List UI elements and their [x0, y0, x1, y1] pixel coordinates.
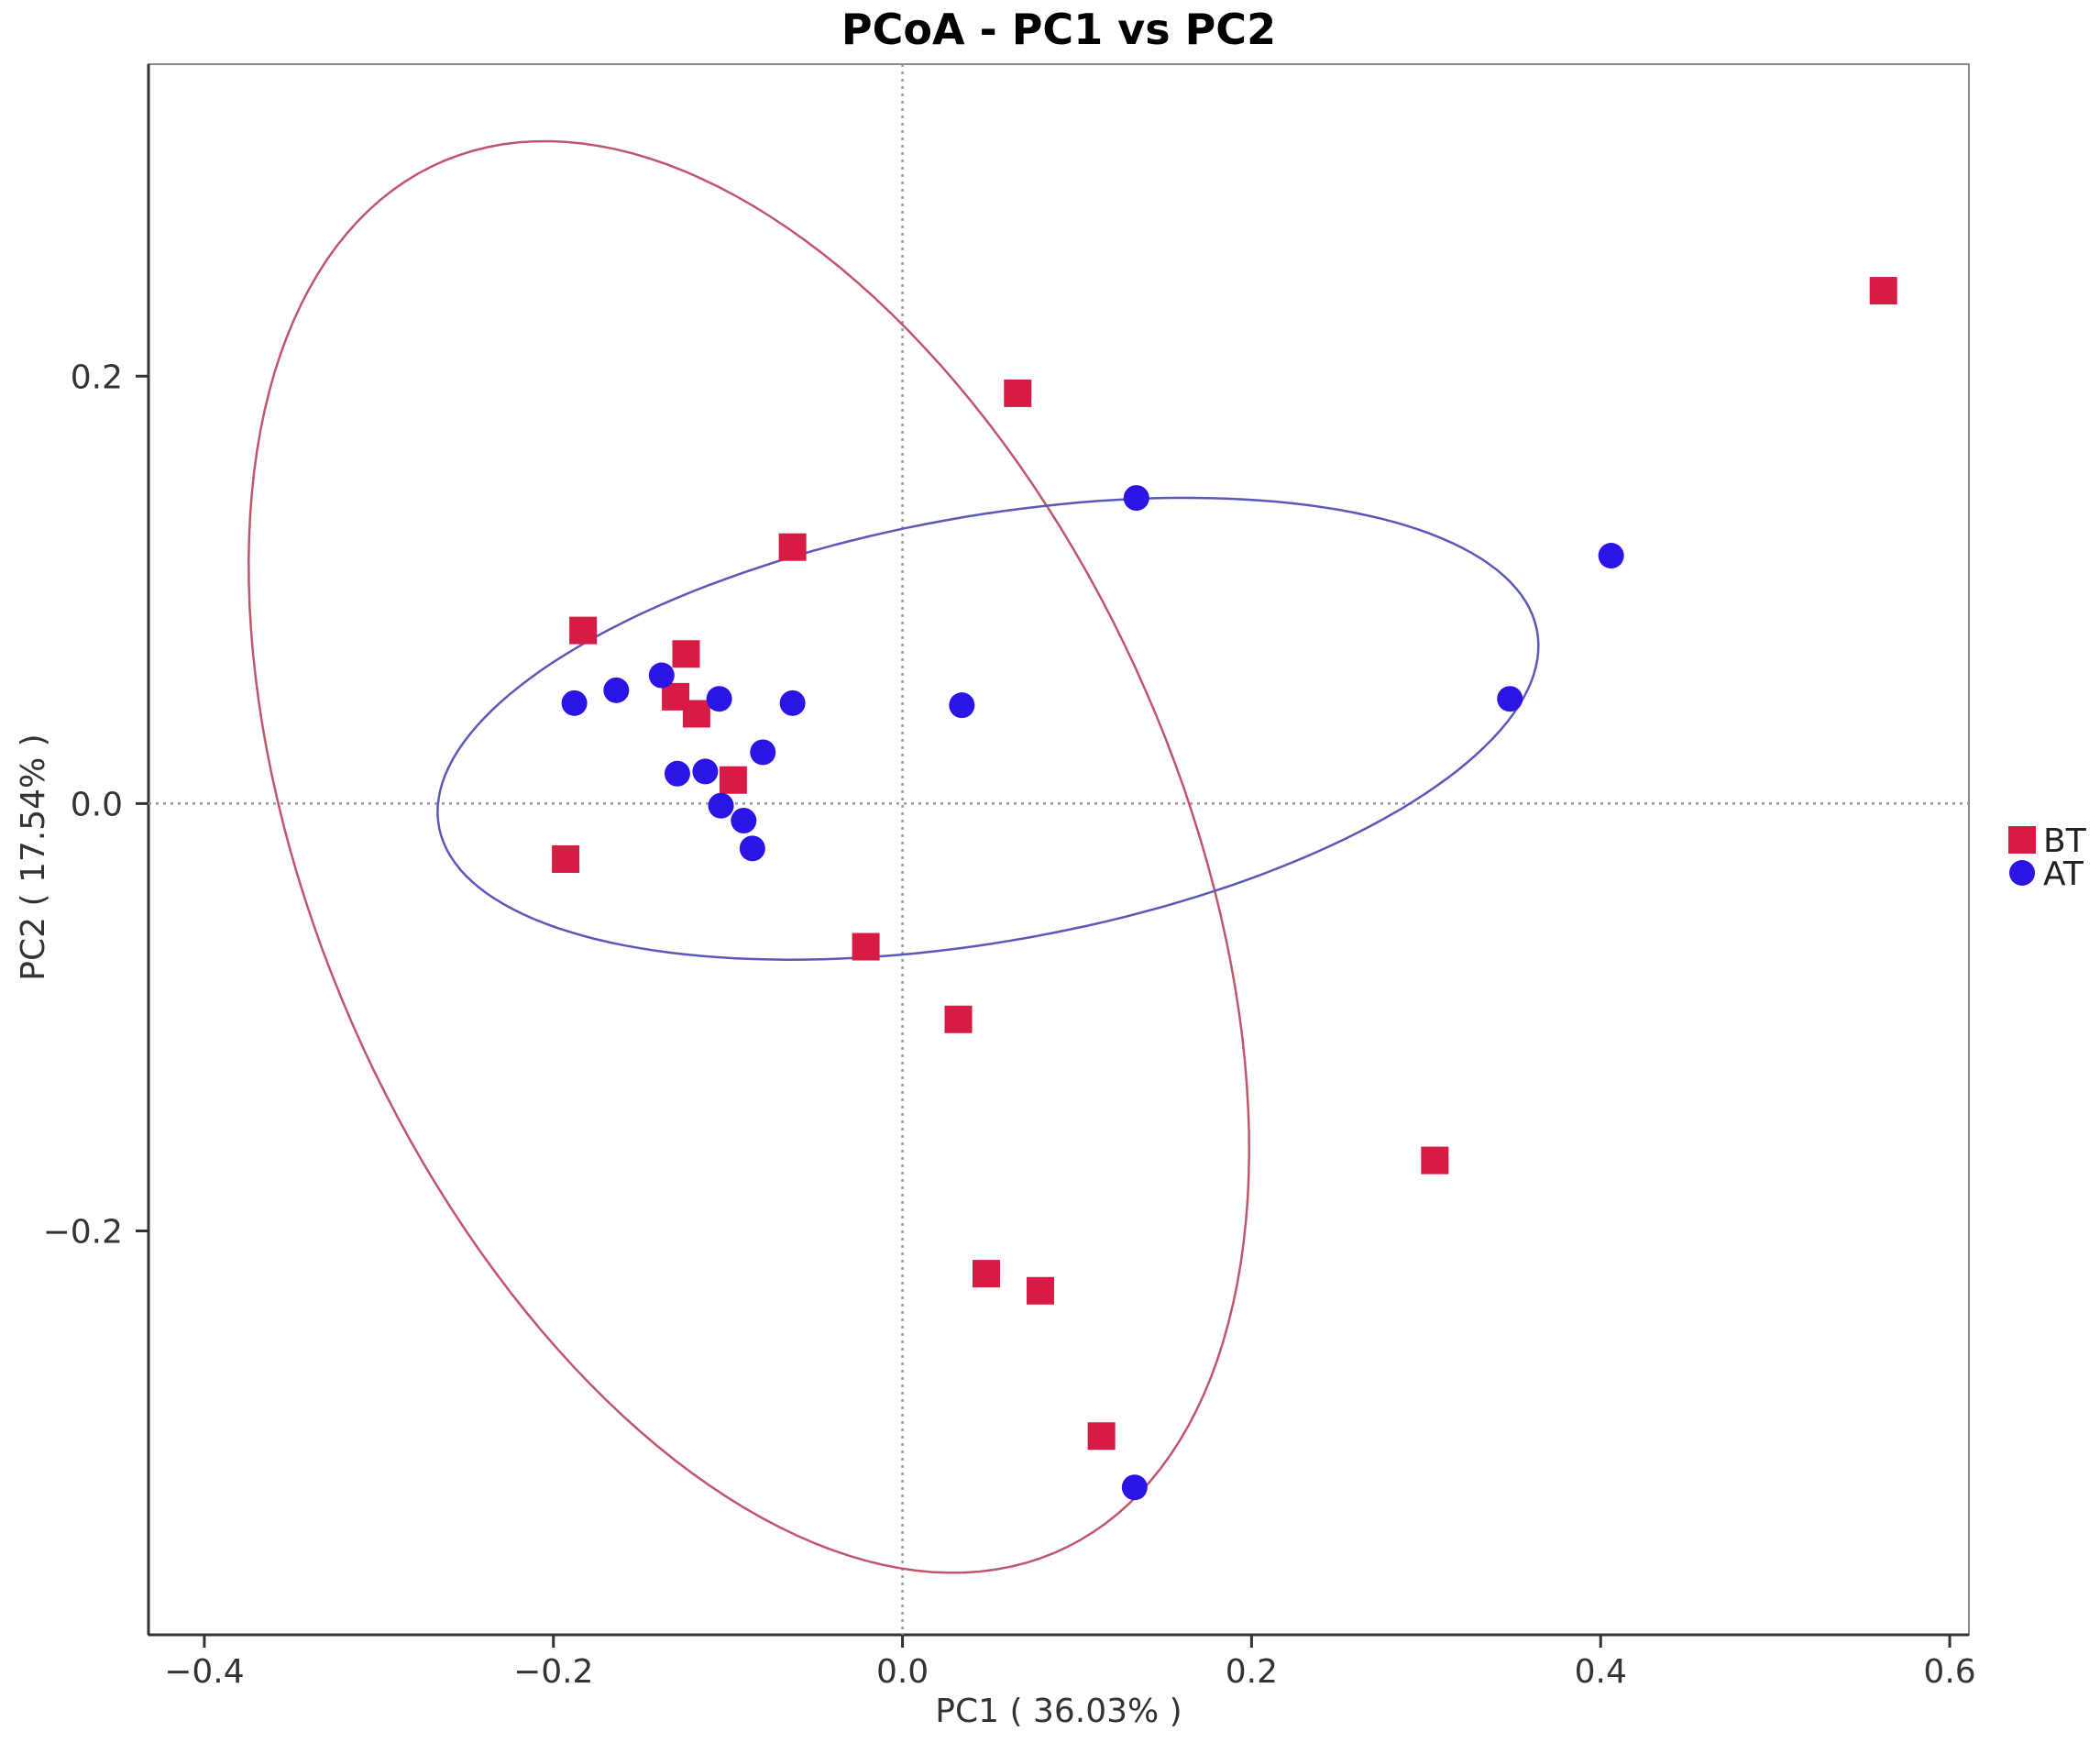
data-point-bt [852, 932, 880, 961]
plot-frame [148, 63, 1970, 1636]
legend-marker-at [2009, 860, 2035, 886]
x-tick-label: −0.2 [513, 1653, 593, 1691]
y-tick-label: 0.2 [71, 359, 123, 396]
data-point-at [708, 792, 734, 819]
data-point-at [779, 689, 806, 716]
data-point-at [1123, 485, 1149, 512]
x-tick-label: 0.2 [1226, 1653, 1278, 1691]
plot-area: −0.4 −0.2 0.0 0.2 0.4 0.6 0.2 0.0 −0.2 [43, 63, 1976, 1691]
data-point-bt [1087, 1422, 1116, 1451]
x-tick-label: 0.4 [1575, 1653, 1627, 1691]
data-point-bt [1027, 1276, 1055, 1305]
data-point-at [1598, 543, 1624, 569]
data-point-at [1497, 686, 1523, 712]
y-tick-label: 0.0 [71, 786, 123, 823]
data-point-bt [1869, 277, 1897, 305]
legend-label-bt: BT [2043, 822, 2087, 860]
x-tick-label: 0.0 [876, 1653, 929, 1691]
y-axis-label: PC2 ( 17.54% ) [15, 734, 52, 980]
y-tick-label: −0.2 [43, 1214, 123, 1252]
data-point-at [739, 835, 765, 862]
confidence-ellipse-bt [247, 139, 1250, 1574]
data-point-at [561, 689, 588, 716]
data-point-bt [682, 700, 710, 728]
data-point-at [603, 677, 630, 703]
data-point-at [692, 758, 719, 785]
data-point-bt [1004, 379, 1032, 407]
x-tick-label: 0.6 [1923, 1653, 1975, 1691]
data-point-bt [569, 616, 598, 645]
data-point-bt [552, 844, 580, 873]
data-point-at [731, 808, 757, 834]
data-point-bt [672, 640, 700, 668]
data-point-bt [778, 533, 807, 561]
confidence-ellipse-at [436, 496, 1540, 961]
legend-marker-bt [2008, 826, 2036, 854]
data-point-bt [1421, 1146, 1449, 1175]
data-point-at [664, 760, 690, 787]
data-point-at [949, 692, 975, 719]
data-point-bt [972, 1260, 1000, 1288]
data-point-at [750, 739, 776, 766]
data-point-at [706, 686, 732, 712]
chart-title: PCoA - PC1 vs PC2 [841, 5, 1276, 54]
x-axis-label: PC1 ( 36.03% ) [935, 1693, 1182, 1730]
data-point-bt [719, 766, 747, 794]
legend-label-at: AT [2043, 855, 2084, 893]
data-point-at [648, 662, 675, 689]
data-point-at [1121, 1474, 1148, 1501]
x-tick-label: −0.4 [164, 1653, 244, 1691]
data-point-bt [944, 1005, 973, 1033]
